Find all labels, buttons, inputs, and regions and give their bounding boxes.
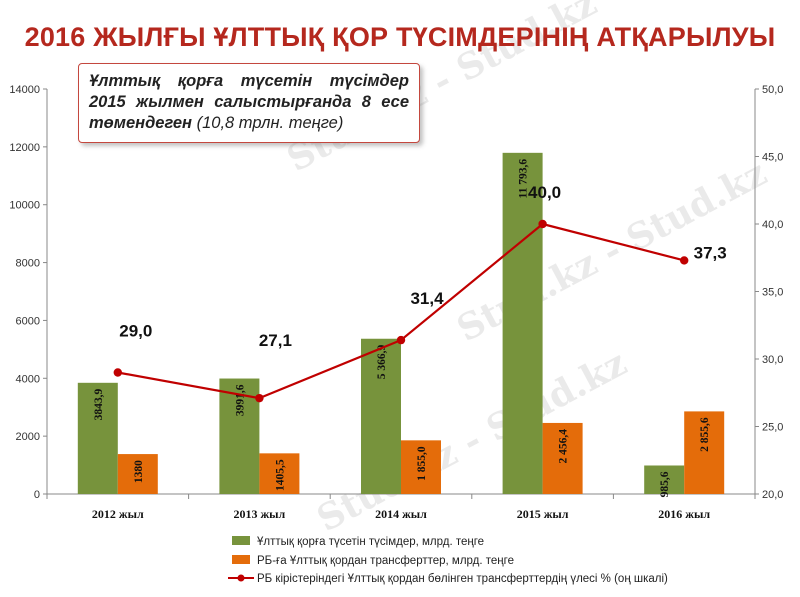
y-tick-label-right: 30,0 [762, 354, 783, 366]
bar-data-label: 2 456,4 [558, 429, 570, 464]
bar-data-label: 1380 [133, 460, 145, 483]
bar [644, 465, 685, 494]
bar [117, 454, 158, 494]
bar-data-label: 3991,6 [234, 384, 246, 416]
y-tick-label-left: 4000 [16, 373, 40, 385]
y-tick-label-left: 14000 [9, 84, 40, 96]
line-point [255, 393, 264, 403]
x-tick-label: 2013 жыл [233, 507, 285, 521]
legend-swatch [232, 536, 250, 545]
line-data-label: 29,0 [119, 322, 152, 341]
line-data-label: 40,0 [528, 183, 561, 202]
y-tick-label-right: 50,0 [762, 84, 783, 96]
chart-title: 2016 ЖЫЛҒЫ ҰЛТТЫҚ ҚОР ТҮСІМДЕРІНІҢ АТҚАР… [24, 22, 776, 52]
y-tick-label-left: 12000 [9, 142, 40, 154]
line-point [680, 256, 689, 265]
x-tick-label: 2014 жыл [375, 507, 427, 521]
x-tick-label: 2012 жыл [92, 507, 144, 521]
y-tick-label-left: 6000 [16, 315, 40, 327]
bar [401, 440, 441, 494]
y-tick-label-right: 45,0 [762, 152, 783, 164]
y-tick-label-right: 40,0 [762, 219, 783, 231]
y-tick-label-left: 0 [34, 489, 40, 501]
bar [684, 411, 725, 494]
callout-box: Ұлттық қорға түсетін түсімдер 2015 жылме… [78, 63, 420, 143]
bar [542, 422, 583, 494]
legend-swatch [237, 574, 245, 582]
bar [502, 152, 543, 494]
legend-swatch [232, 555, 250, 564]
y-tick-label-right: 35,0 [762, 287, 783, 299]
line-point [396, 335, 406, 345]
line-data-label: 27,1 [259, 331, 292, 350]
y-tick-label-left: 2000 [16, 431, 40, 443]
x-tick-label: 2015 жыл [517, 507, 569, 521]
bar [77, 382, 118, 494]
bar-data-label: 2 855,6 [699, 417, 711, 452]
bar-data-label: 3843,9 [93, 389, 105, 421]
callout-normal-text: (10,8 трлн. теңге) [196, 114, 344, 132]
bar-data-label: 1405,5 [274, 459, 286, 491]
bar [259, 453, 300, 494]
line-data-label: 31,4 [410, 289, 444, 308]
y-tick-label-right: 25,0 [762, 422, 783, 434]
x-tick-label: 2016 жыл [658, 507, 710, 521]
bar-data-label: 985,6 [659, 471, 671, 497]
legend-entry: РБ кірістеріндегі Ұлттық қордан бөлінген… [257, 573, 668, 585]
bar-data-label: 5 366,9 [376, 344, 388, 379]
legend-entry: РБ-ға Ұлттық қордан трансферттер, млрд. … [257, 555, 514, 567]
y-tick-label-left: 10000 [9, 200, 40, 212]
line-point [113, 368, 123, 377]
bar [361, 338, 401, 494]
line-data-label: 37,3 [694, 243, 727, 262]
line-point [538, 219, 547, 229]
callout-bold-text: Ұлттық қорға түсетін түсімдер 2015 жылме… [89, 72, 409, 132]
bar-data-label: 11 793,6 [518, 159, 530, 199]
legend-entry: Ұлттық қорға түсетін түсімдер, млрд. тең… [257, 536, 484, 548]
y-tick-label-left: 8000 [16, 258, 40, 270]
y-tick-label-right: 20,0 [762, 489, 783, 501]
bar-data-label: 1 855,0 [416, 446, 428, 481]
